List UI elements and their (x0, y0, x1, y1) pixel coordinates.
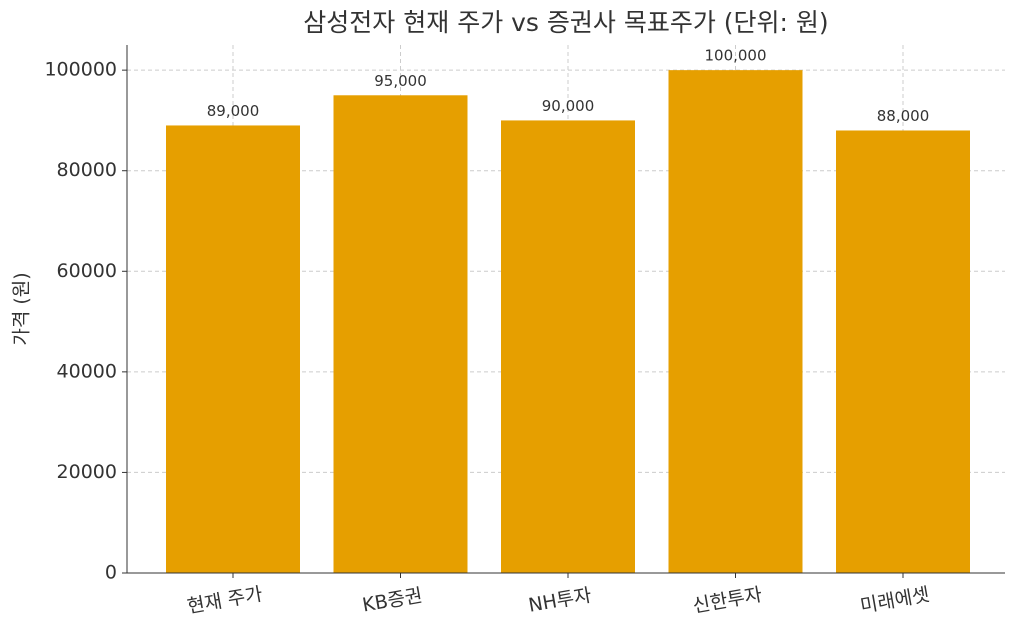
y-tick-label: 40000 (57, 360, 117, 382)
bar (836, 130, 970, 573)
value-label: 90,000 (542, 97, 595, 115)
value-label: 100,000 (704, 47, 766, 65)
bar (166, 125, 300, 573)
chart-title: 삼성전자 현재 주가 vs 증권사 목표주가 (단위: 원) (303, 8, 828, 37)
value-label: 89,000 (207, 102, 260, 120)
x-tick-label: 신한투자 (691, 584, 764, 618)
y-axis-label: 가격 (원) (11, 272, 33, 345)
value-label: 95,000 (374, 72, 427, 90)
x-tick-label: KB증권 (361, 584, 424, 616)
value-label: 88,000 (877, 107, 930, 125)
x-tick-label: NH투자 (527, 584, 593, 617)
y-tick-label: 0 (105, 562, 117, 584)
y-tick-label: 80000 (57, 159, 117, 181)
y-tick-label: 20000 (57, 461, 117, 483)
x-tick-label: 현재 주가 (186, 583, 265, 618)
y-tick-label: 100000 (44, 59, 117, 81)
bar (501, 120, 635, 573)
y-tick-label: 60000 (57, 260, 117, 282)
x-tick-label: 미래에셋 (859, 584, 932, 618)
bar (668, 70, 803, 574)
bar (333, 95, 468, 574)
